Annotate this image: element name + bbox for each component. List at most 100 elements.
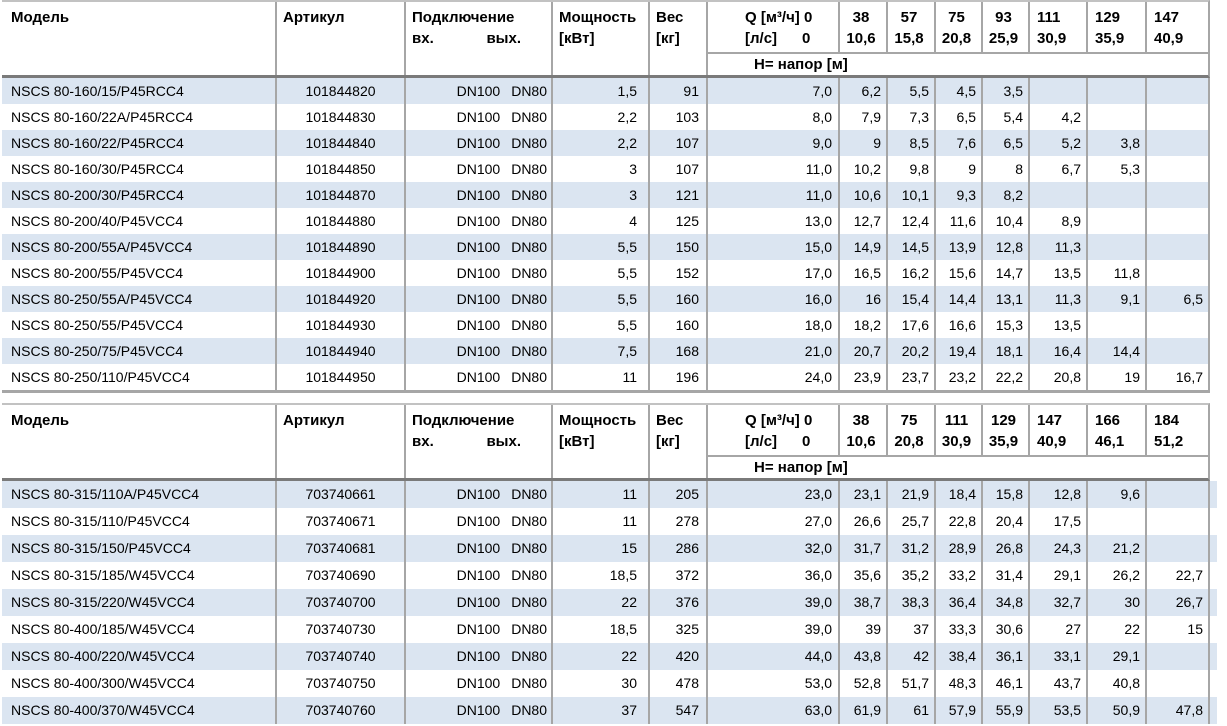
- cell-head-value: 15,0: [706, 234, 838, 260]
- cell-head-value: 15,6: [934, 260, 981, 286]
- row-right-pad: [1208, 535, 1217, 562]
- cell-model: NSCS 80-200/30/P45RCC4: [11, 187, 184, 203]
- cell-article: 101844890: [275, 234, 404, 260]
- table-body: NSCS 80-315/110A/P45VCC4 703740661 DN100 DN…: [2, 481, 1217, 724]
- table-row: NSCS 80-315/185/W45VCC4 703740690 DN100 DN8…: [2, 562, 1217, 589]
- cell-head-value: 39,0: [706, 616, 838, 643]
- cell-head-value: 39: [838, 616, 886, 643]
- cell-head-value: [1086, 208, 1145, 234]
- cell-head-value: 18,2: [838, 312, 886, 338]
- table-row: NSCS 80-200/55/P45VCC4 101844900 DN100 DN80…: [2, 260, 1210, 286]
- cell-head-value: [1145, 208, 1208, 234]
- cell-model: NSCS 80-250/110/P45VCC4: [11, 369, 190, 385]
- cell-power: 11: [551, 364, 648, 390]
- flow-m3h-value: 57: [900, 9, 918, 26]
- cell-article: 703740730: [275, 616, 404, 643]
- cell-head-value: 14,7: [981, 260, 1028, 286]
- cell-article: 703740700: [275, 589, 404, 616]
- cell-outlet: DN80: [511, 567, 547, 583]
- cell-inlet: DN100: [456, 702, 501, 718]
- col-header-model: Модель: [11, 9, 70, 26]
- cell-model: NSCS 80-400/300/W45VCC4: [11, 675, 195, 691]
- cell-head-value: [1145, 104, 1208, 130]
- cell-head-value: 38,3: [886, 589, 934, 616]
- cell-outlet: DN80: [511, 213, 547, 229]
- cell-head-value: 53,0: [706, 670, 838, 697]
- cell-head-value: 9: [838, 130, 886, 156]
- cell-article: 101844900: [275, 260, 404, 286]
- table-row: NSCS 80-160/22/P45RCC4 101844840 DN100 DN80…: [2, 130, 1210, 156]
- cell-head-value: 36,0: [706, 562, 838, 589]
- cell-head-value: 32,7: [1028, 589, 1086, 616]
- cell-head-value: 7,9: [838, 104, 886, 130]
- cell-head-value: 23,7: [886, 364, 934, 390]
- pump-table-nscs-80-315-400: Модель Артикул Подключение вх. вых. Мощность […: [2, 403, 1217, 724]
- table-row: NSCS 80-250/55A/P45VCC4 101844920 DN100 DN8…: [2, 286, 1210, 312]
- cell-head-value: 3,5: [981, 78, 1028, 104]
- col-header-power-unit: [кВт]: [559, 30, 595, 47]
- cell-head-value: 9,8: [886, 156, 934, 182]
- col-header-article: Артикул: [275, 2, 404, 75]
- cell-head-value: [1145, 260, 1208, 286]
- cell-inlet: DN100: [456, 540, 501, 556]
- cell-head-value: 43,7: [1028, 670, 1086, 697]
- cell-head-value: 16,7: [1145, 364, 1208, 390]
- cell-head-value: 15,3: [981, 312, 1028, 338]
- cell-head-value: [1145, 535, 1208, 562]
- table-row: NSCS 80-160/30/P45RCC4 101844850 DN100 DN80…: [2, 156, 1210, 182]
- col-header-flow-q: Q [м³/ч] 0 [л/с] 0: [706, 405, 838, 455]
- row-right-pad: [1208, 364, 1217, 390]
- cell-head-value: 22: [1086, 616, 1145, 643]
- cell-head-value: 4,5: [934, 78, 981, 104]
- flow-m3h-value: 147: [1037, 412, 1063, 429]
- table-row: NSCS 80-250/75/P45VCC4 101844940 DN100 DN80…: [2, 338, 1210, 364]
- cell-article: 101844880: [275, 208, 404, 234]
- cell-head-value: 17,0: [706, 260, 838, 286]
- cell-weight: 160: [648, 286, 706, 312]
- col-header-weight-title: Вес: [656, 9, 684, 26]
- cell-model: NSCS 80-200/55/P45VCC4: [11, 265, 183, 281]
- cell-head-value: 20,2: [886, 338, 934, 364]
- cell-head-value: 46,1: [981, 670, 1028, 697]
- cell-head-value: 13,5: [1028, 260, 1086, 286]
- cell-head-value: 26,2: [1086, 562, 1145, 589]
- flow-m3h-value: 75: [948, 9, 965, 26]
- cell-head-value: 25,7: [886, 508, 934, 535]
- row-right-pad: [1208, 182, 1217, 208]
- sub-header-head-label: H= напор [м]: [706, 455, 1208, 478]
- cell-head-value: 55,9: [981, 697, 1028, 724]
- row-right-pad: [1208, 670, 1217, 697]
- col-header-power: Мощность [кВт]: [551, 405, 648, 478]
- cell-weight: 160: [648, 312, 706, 338]
- cell-article: 703740661: [275, 481, 404, 508]
- col-header-flow-point: 111 30,9: [1028, 2, 1086, 52]
- col-header-flow-point: 184 51,2: [1145, 405, 1208, 455]
- cell-connection: DN100 DN80: [404, 78, 551, 104]
- cell-head-value: 13,0: [706, 208, 838, 234]
- cell-inlet: DN100: [456, 161, 501, 177]
- col-header-weight: Вес [кг]: [648, 2, 706, 75]
- cell-connection: DN100 DN80: [404, 234, 551, 260]
- cell-power: 37: [551, 697, 648, 724]
- cell-head-value: 11,8: [1086, 260, 1145, 286]
- cell-head-value: 13,5: [1028, 312, 1086, 338]
- cell-article: 703740671: [275, 508, 404, 535]
- col-header-flow-point: 93 25,9: [981, 2, 1028, 52]
- flow-m3h-value: 111: [944, 412, 969, 429]
- cell-inlet: DN100: [456, 343, 501, 359]
- cell-inlet: DN100: [456, 513, 501, 529]
- cell-head-value: 5,4: [981, 104, 1028, 130]
- cell-head-value: 21,2: [1086, 535, 1145, 562]
- cell-inlet: DN100: [456, 675, 501, 691]
- cell-head-value: [1145, 78, 1208, 104]
- cell-head-value: 30: [1086, 589, 1145, 616]
- flow-m3h-value: 184: [1154, 412, 1180, 429]
- cell-inlet: DN100: [456, 109, 501, 125]
- cell-head-value: 16,6: [934, 312, 981, 338]
- cell-head-value: [1086, 234, 1145, 260]
- cell-head-value: 19: [1086, 364, 1145, 390]
- cell-article: 703740750: [275, 670, 404, 697]
- cell-power: 5,5: [551, 234, 648, 260]
- table-row: NSCS 80-160/15/P45RCC4 101844820 DN100 DN80…: [2, 78, 1210, 104]
- cell-inlet: DN100: [456, 213, 501, 229]
